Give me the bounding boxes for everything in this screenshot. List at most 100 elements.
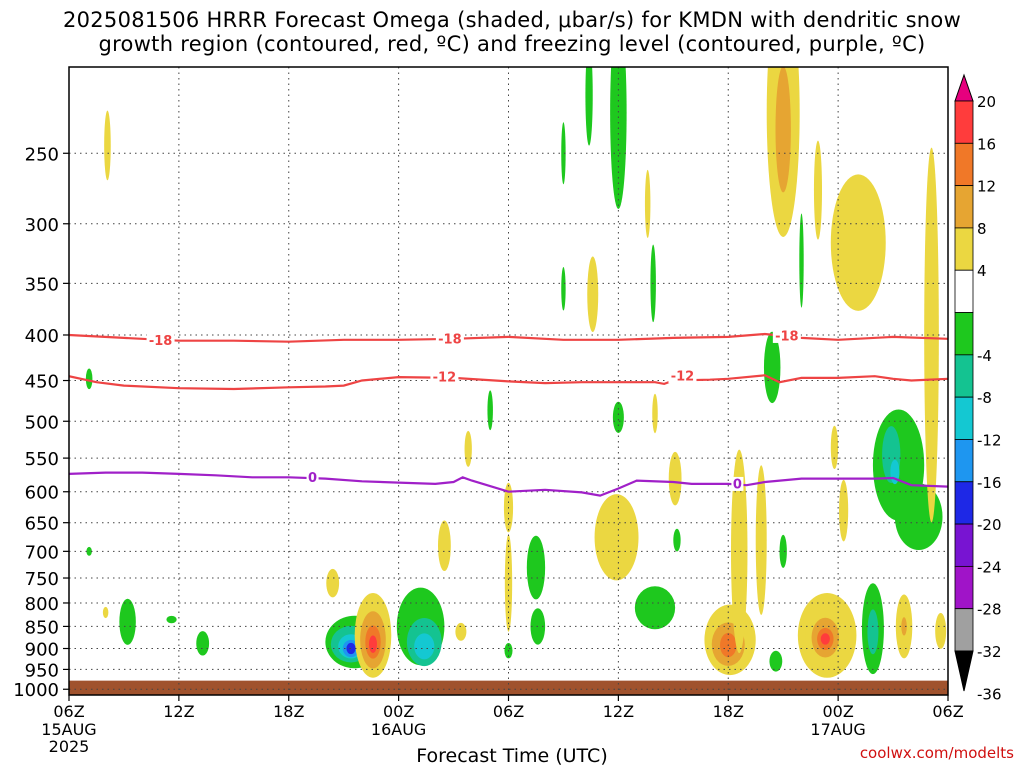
contour-label-bg xyxy=(668,369,697,384)
omega-cell-32 xyxy=(587,256,599,332)
omega-cell-12 xyxy=(346,642,356,655)
colorbar-label-11: -28 xyxy=(977,601,1002,619)
x-tick-label-6: 12Z xyxy=(163,702,194,721)
colorbar-bin-2 xyxy=(954,185,974,229)
omega-cell-24 xyxy=(487,390,493,431)
omega-cell-66 xyxy=(830,174,886,311)
x-tick-sublabel: 15AUG xyxy=(41,720,96,739)
contour-label-bg xyxy=(306,470,319,485)
x-tick-label-42: 00Z xyxy=(822,702,853,721)
credit-text: coolwx.com/modelts xyxy=(859,744,1014,762)
y-tick-label-450: 450 xyxy=(25,372,59,393)
colorbar-bin-7 xyxy=(954,396,974,440)
omega-cell-36 xyxy=(594,494,639,581)
colorbar-label-13: -36 xyxy=(977,685,1002,703)
chart-title: 2025081506 HRRR Forecast Omega (shaded, … xyxy=(0,8,1024,56)
contour-line-1 xyxy=(69,374,948,391)
omega-cell-22 xyxy=(455,622,467,641)
pressure-axis: 2503003504004505005506006507007508008509… xyxy=(13,144,69,701)
omega-cell-4 xyxy=(102,606,109,619)
colorbar-bin-0 xyxy=(954,100,974,144)
omega-cell-16 xyxy=(368,635,378,653)
contour-label-0-2: -18 xyxy=(775,329,799,344)
surface-fill xyxy=(69,680,948,695)
omega-cell-46 xyxy=(730,449,748,654)
colorbar-bin-3 xyxy=(954,227,974,271)
contour-label-0-1: -18 xyxy=(438,332,462,347)
chart-title-line-2: growth region (contoured, red, ºC) and f… xyxy=(98,32,926,56)
omega-cell-50 xyxy=(763,331,781,404)
contour-label-bg xyxy=(772,328,801,343)
contour-label-1-0: -12 xyxy=(433,371,457,386)
colorbar-label-6: -8 xyxy=(977,389,992,407)
x-tick-label-24: 06Z xyxy=(493,702,524,721)
colorbar-bin-4 xyxy=(954,269,974,313)
omega-cell-7 xyxy=(326,568,340,598)
omega-cell-30 xyxy=(561,122,566,185)
y-tick-label-300: 300 xyxy=(25,215,59,236)
colorbar-bin-10 xyxy=(954,523,974,567)
colorbar-label-1: 16 xyxy=(977,135,996,153)
omega-cell-53 xyxy=(799,213,804,308)
y-tick-label-600: 600 xyxy=(25,483,59,504)
omega-cell-31 xyxy=(561,267,566,311)
colorbar-bin-5 xyxy=(954,312,974,356)
colorbar-bin-6 xyxy=(954,354,974,398)
omega-cell-49 xyxy=(779,534,787,568)
contour-line-2 xyxy=(69,471,948,497)
omega-cell-34 xyxy=(610,67,627,209)
omega-cell-2 xyxy=(86,546,92,556)
contour-label-bg xyxy=(430,370,459,385)
contour-label-bg xyxy=(146,333,175,348)
colorbar-label-4: 4 xyxy=(977,262,987,280)
omega-cell-28 xyxy=(526,535,546,600)
omega-cell-65 xyxy=(839,479,849,542)
colorbar-top-arrow xyxy=(954,73,974,102)
omega-cell-35 xyxy=(612,401,624,434)
y-tick-label-250: 250 xyxy=(25,144,59,165)
omega-cell-54 xyxy=(813,140,823,240)
omega-cell-60 xyxy=(820,633,830,645)
colorbar-bin-8 xyxy=(954,439,974,483)
colorbar-label-3: 8 xyxy=(977,220,987,238)
colorbar-label-10: -24 xyxy=(977,558,1002,576)
x-tick-label-30: 12Z xyxy=(603,702,634,721)
contour-line-0 xyxy=(69,332,948,343)
x-axis-label: Forecast Time (UTC) xyxy=(416,745,608,767)
omega-cell-33 xyxy=(585,67,593,146)
omega-cell-1 xyxy=(85,368,93,390)
omega-cell-48 xyxy=(769,650,783,672)
y-tick-label-950: 950 xyxy=(25,660,59,681)
colorbar-label-5: -4 xyxy=(977,347,992,365)
colorbar-label-7: -12 xyxy=(977,431,1002,449)
omega-cell-23 xyxy=(464,430,472,467)
y-tick-label-350: 350 xyxy=(25,274,59,295)
colorbar-label-0: 20 xyxy=(977,93,996,111)
x-tick-label-12: 18Z xyxy=(273,702,304,721)
omega-cell-6 xyxy=(196,631,210,656)
y-tick-label-650: 650 xyxy=(25,514,59,535)
omega-cell-20 xyxy=(419,642,429,655)
colorbar-bin-12 xyxy=(954,608,974,652)
y-tick-label-700: 700 xyxy=(25,542,59,563)
colorbar-bin-1 xyxy=(954,142,974,187)
colorbar-label-12: -32 xyxy=(977,643,1002,661)
y-tick-label-500: 500 xyxy=(25,412,59,433)
omega-cell-55 xyxy=(830,425,839,470)
colorbar-bin-11 xyxy=(954,565,974,610)
ground-surface xyxy=(69,680,948,695)
omega-cell-5 xyxy=(166,615,177,624)
omega-cell-0 xyxy=(104,110,111,181)
omega-cell-72 xyxy=(935,612,947,649)
x-tick-label-48: 06Z xyxy=(932,702,963,721)
contour-label-0-0: -18 xyxy=(149,334,173,349)
contour-label-1-1: -12 xyxy=(671,370,695,385)
y-tick-label-850: 850 xyxy=(25,617,59,638)
omega-cell-62 xyxy=(867,609,879,655)
y-tick-label-400: 400 xyxy=(25,326,59,347)
y-tick-label-750: 750 xyxy=(25,569,59,590)
omega-cell-42 xyxy=(673,528,681,552)
x-tick-sublabel: 2025 xyxy=(49,737,90,756)
omega-cell-21 xyxy=(437,520,451,572)
